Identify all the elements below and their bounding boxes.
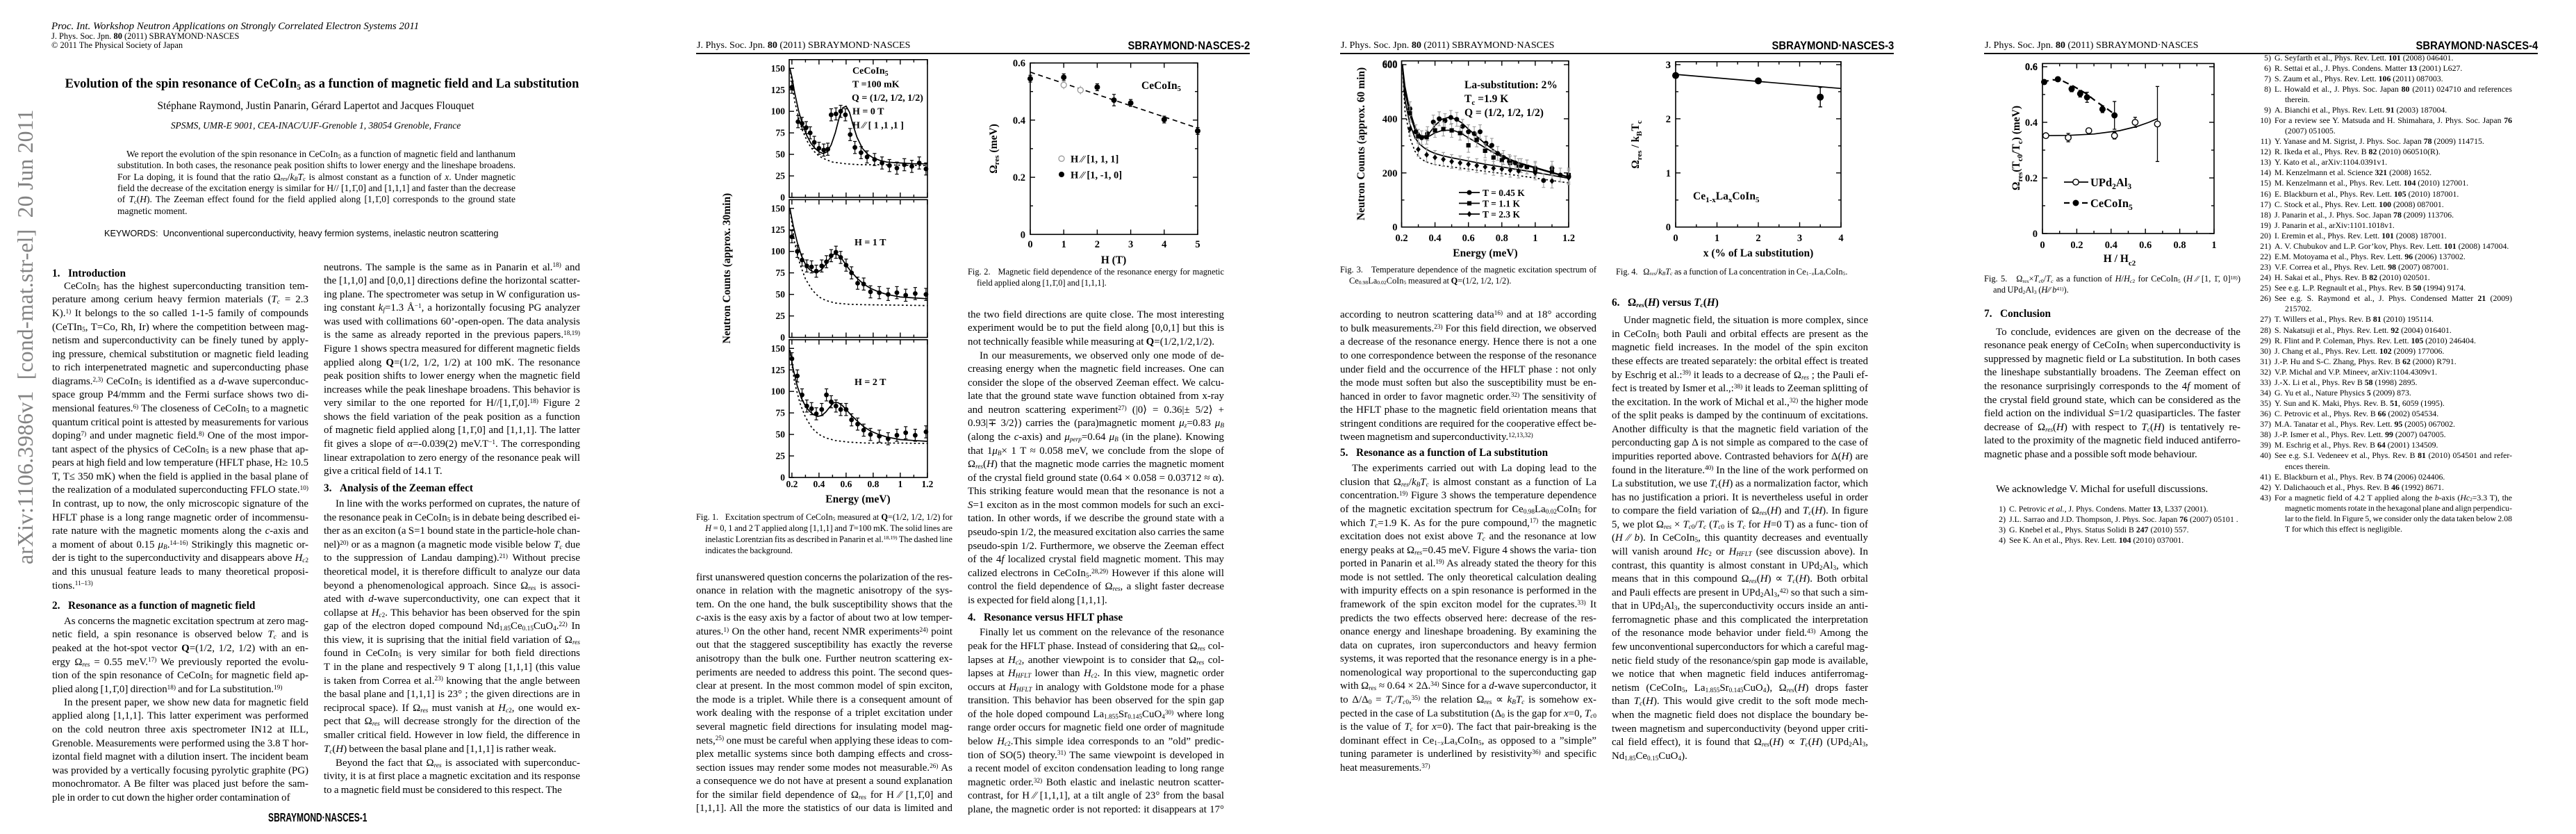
svg-text:125: 125	[771, 224, 786, 235]
svg-text:2: 2	[1756, 233, 1760, 244]
svg-text:0.8: 0.8	[1496, 233, 1508, 244]
svg-text:150: 150	[771, 63, 786, 74]
svg-text:Tc =1.9 K: Tc =1.9 K	[1464, 93, 1508, 107]
svg-text:5: 5	[1195, 239, 1200, 250]
svg-text:H = 1 T: H = 1 T	[854, 238, 886, 248]
svg-text:400: 400	[1382, 114, 1398, 125]
svg-text:0.6: 0.6	[2025, 61, 2038, 72]
svg-text:0.2: 0.2	[1013, 172, 1025, 183]
svg-text:Neutron Counts (approx. 60 min: Neutron Counts (approx. 60 min)	[1355, 67, 1367, 220]
svg-text:0.2: 0.2	[2025, 173, 2038, 184]
svg-text:200: 200	[1382, 168, 1398, 179]
svg-text:100: 100	[771, 386, 786, 397]
svg-text:0: 0	[2033, 229, 2038, 240]
svg-text:H ∕∕ [ 1 ,1 ,1 ]: H ∕∕ [ 1 ,1 ,1 ]	[852, 120, 904, 131]
svg-text:Energy (meV): Energy (meV)	[825, 493, 890, 505]
svg-text:0.6: 0.6	[2139, 240, 2152, 251]
svg-text:0.2: 0.2	[2070, 240, 2083, 251]
svg-text:T = 1.1 K: T = 1.1 K	[1483, 199, 1520, 209]
svg-text:0: 0	[1021, 229, 1025, 240]
svg-text:0: 0	[1027, 239, 1032, 250]
svg-text:3: 3	[1797, 233, 1802, 244]
svg-text:3: 3	[1666, 60, 1671, 71]
svg-text:100: 100	[771, 246, 786, 256]
svg-text:50: 50	[776, 289, 786, 300]
svg-text:x (% of La substitution): x (% of La substitution)	[1703, 247, 1813, 259]
svg-text:Ωres / kBTc: Ωres / kBTc	[1630, 120, 1644, 169]
svg-text:75: 75	[776, 408, 786, 418]
svg-text:0.6: 0.6	[1462, 233, 1475, 244]
svg-text:CeCoIn5: CeCoIn5	[2090, 197, 2133, 212]
svg-text:La-substitution: 2%: La-substitution: 2%	[1464, 79, 1558, 91]
svg-text:75: 75	[776, 268, 786, 278]
svg-text:4: 4	[1838, 233, 1843, 244]
svg-text:1.2: 1.2	[921, 479, 933, 489]
svg-text:100: 100	[771, 106, 786, 117]
svg-text:1: 1	[898, 479, 903, 489]
svg-text:CeCoIn5: CeCoIn5	[1141, 80, 1181, 93]
svg-text:50: 50	[776, 149, 786, 160]
svg-text:2: 2	[1095, 239, 1100, 250]
svg-text:0.8: 0.8	[867, 479, 879, 489]
svg-text:Q = (1/2, 1/2, 1/2): Q = (1/2, 1/2, 1/2)	[852, 93, 923, 104]
svg-text:25: 25	[776, 451, 786, 461]
svg-text:75: 75	[776, 128, 786, 138]
svg-text:0.8: 0.8	[2174, 240, 2186, 251]
svg-text:CeCoIn5: CeCoIn5	[852, 66, 889, 78]
svg-text:1.2: 1.2	[1562, 233, 1575, 244]
svg-text:H ∕∕ [1, 1, 1]: H ∕∕ [1, 1, 1]	[1071, 154, 1118, 165]
svg-text:150: 150	[771, 203, 786, 213]
svg-text:H = 2 T: H = 2 T	[854, 377, 886, 388]
svg-text:0.6: 0.6	[840, 479, 852, 489]
svg-text:50: 50	[776, 430, 786, 440]
svg-text:0.4: 0.4	[2105, 240, 2117, 251]
svg-text:Q = (1/2, 1/2, 1/2): Q = (1/2, 1/2, 1/2)	[1464, 107, 1544, 119]
svg-text:125: 125	[771, 85, 786, 95]
svg-text:0: 0	[780, 332, 785, 343]
svg-text:0.6: 0.6	[2025, 62, 2038, 73]
svg-text:1: 1	[1062, 239, 1066, 250]
svg-text:H (T): H (T)	[1101, 254, 1127, 266]
svg-text:150: 150	[771, 343, 786, 354]
svg-text:1: 1	[1715, 233, 1719, 244]
svg-text:0: 0	[1392, 222, 1397, 234]
svg-text:4: 4	[1162, 239, 1166, 250]
svg-text:0.4: 0.4	[1013, 115, 1025, 126]
svg-text:H / Hc2: H / Hc2	[2104, 253, 2136, 268]
svg-text:UPd2Al3: UPd2Al3	[2090, 176, 2131, 191]
svg-text:1: 1	[2211, 240, 2216, 251]
svg-text:3: 3	[1128, 239, 1133, 250]
svg-text:25: 25	[776, 311, 786, 321]
svg-text:0: 0	[1666, 222, 1671, 234]
svg-text:H = 0 T: H = 0 T	[852, 107, 884, 117]
svg-text:2: 2	[1666, 114, 1671, 125]
svg-text:Ωres (meV): Ωres (meV)	[988, 124, 1001, 173]
svg-text:T = 0.45 K: T = 0.45 K	[1483, 188, 1525, 198]
svg-text:3: 3	[1666, 60, 1671, 71]
svg-text:0.4: 0.4	[2025, 117, 2038, 129]
svg-text:1: 1	[1666, 168, 1671, 179]
svg-text:125: 125	[771, 365, 786, 375]
svg-text:0.2: 0.2	[1395, 233, 1407, 244]
svg-text:H ∕∕ [1, -1, 0]: H ∕∕ [1, -1, 0]	[1071, 170, 1122, 181]
svg-text:25: 25	[776, 171, 786, 181]
svg-text:Energy (meV): Energy (meV)	[1453, 247, 1517, 259]
svg-text:0: 0	[780, 193, 785, 203]
svg-text:600: 600	[1382, 59, 1398, 70]
svg-text:Neutron Counts (approx. 30min): Neutron Counts (approx. 30min)	[721, 193, 733, 343]
svg-text:0.2: 0.2	[786, 479, 798, 489]
svg-text:0.4: 0.4	[813, 479, 825, 489]
svg-text:0.4: 0.4	[1429, 233, 1442, 244]
svg-text:T =100 mK: T =100 mK	[852, 80, 900, 90]
svg-text:Ωres(Tc0/Tc) (meV): Ωres(Tc0/Tc) (meV)	[2011, 106, 2024, 190]
svg-text:Ce1-xLaxCoIn5: Ce1-xLaxCoIn5	[1693, 190, 1760, 204]
svg-text:0: 0	[780, 473, 785, 483]
svg-text:1: 1	[1533, 233, 1537, 244]
svg-text:0: 0	[1673, 233, 1678, 244]
svg-text:T = 2.3 K: T = 2.3 K	[1483, 209, 1520, 220]
svg-text:600: 600	[1382, 60, 1398, 71]
svg-text:0: 0	[2040, 240, 2045, 251]
svg-text:0.6: 0.6	[1013, 58, 1025, 70]
